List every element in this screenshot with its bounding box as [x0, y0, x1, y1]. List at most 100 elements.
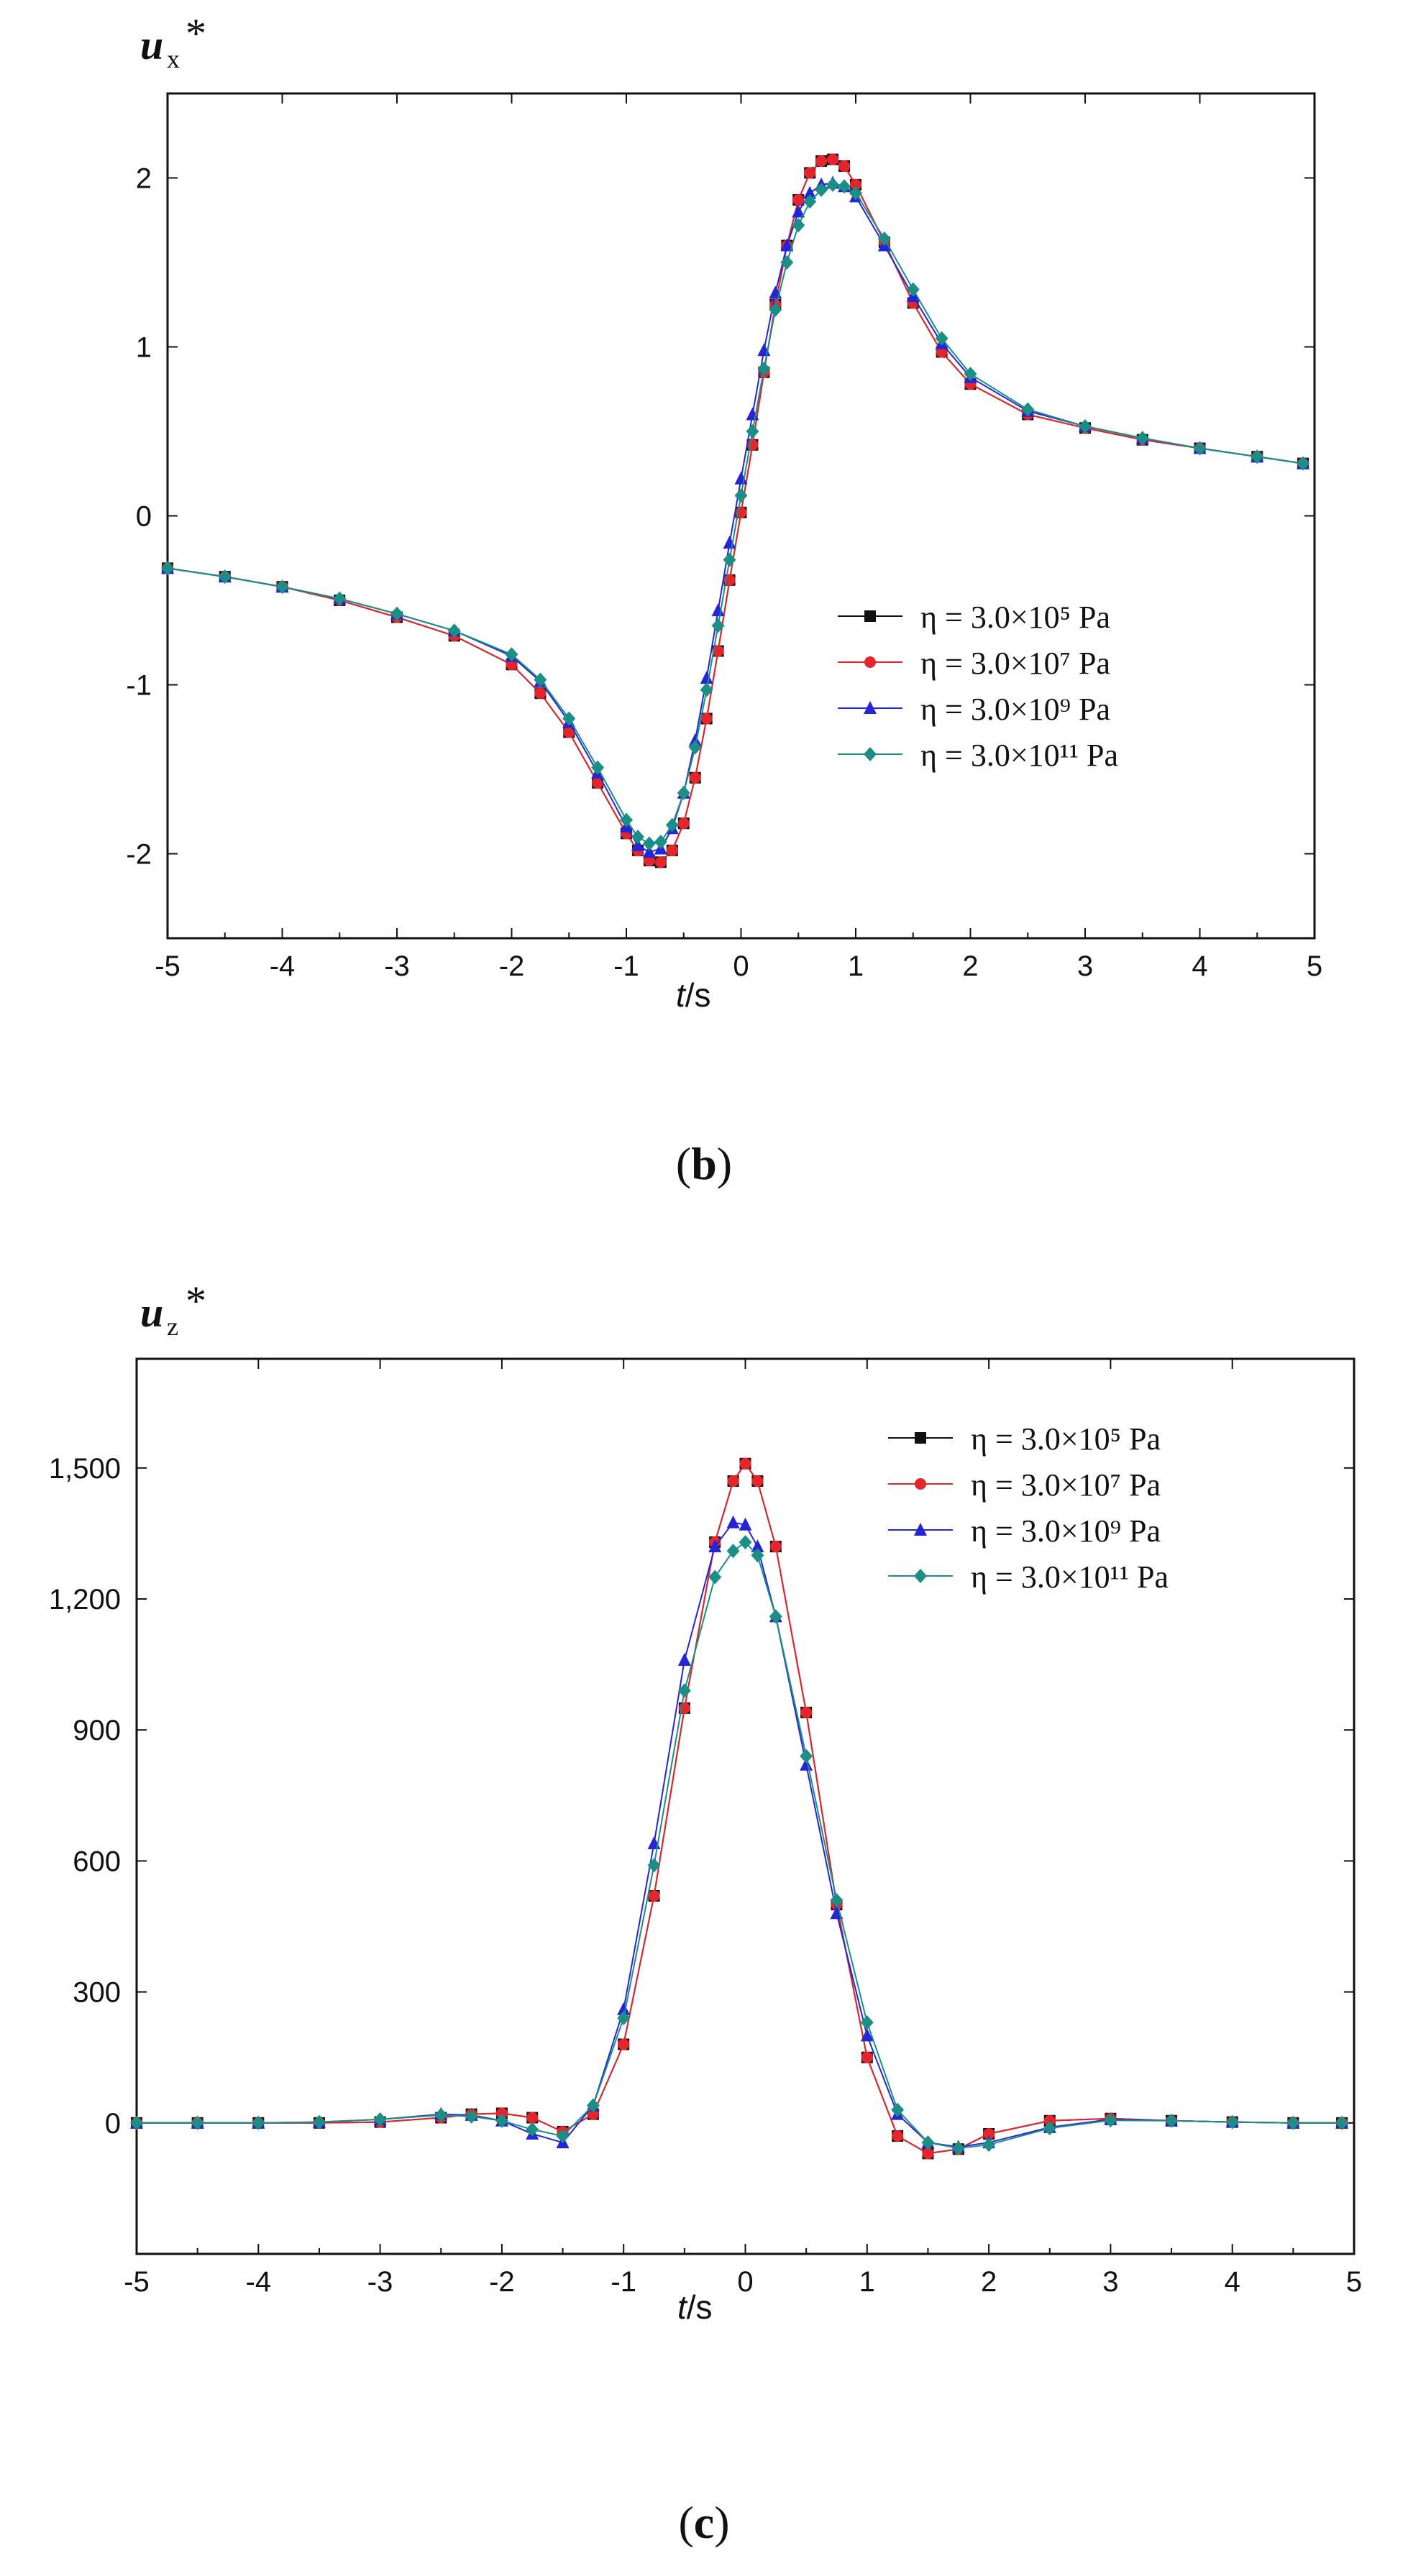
chart-b-series-4-point: [803, 194, 817, 209]
chart-c-xtick-label: -4: [246, 2266, 272, 2298]
chart-c-series-4-point: [373, 2112, 387, 2127]
chart-b-legend-item: η = 3.0×10⁹ Pa: [838, 692, 1110, 727]
chart-c-xlabel: t/s: [677, 2288, 713, 2326]
chart-c-ytick-label: 1,200: [49, 1584, 121, 1615]
chart-b-series-4-point: [964, 367, 977, 382]
chart-c-legend: η = 3.0×10⁵ Pa η = 3.0×10⁷ Pa η = 3.0×10⁹ …: [888, 1421, 1169, 1595]
chart-c-series-4-point: [982, 2137, 996, 2153]
chart-b-legend: η = 3.0×10⁵ Pa η = 3.0×10⁷ Pa η = 3.0×10⁹ …: [838, 600, 1118, 773]
chart-b-ytick-label: 1: [136, 332, 152, 364]
chart-b-series-4-point: [161, 561, 174, 576]
chart-c-xtick-label: 4: [1225, 2266, 1240, 2298]
chart-c-xtick-label: 2: [981, 2266, 997, 2298]
chart-b-series-4-point: [534, 672, 547, 687]
chart-b-series-4-point: [1021, 402, 1035, 417]
chart-b-series-4-point: [849, 185, 862, 201]
chart-c-series-3-point: [739, 1517, 752, 1531]
chart-c-series-3-point: [726, 1515, 740, 1528]
chart-c-xtick-label: -1: [611, 2266, 636, 2298]
chart-b-series-4-point: [769, 302, 782, 317]
chart-c-series-3-point: [708, 1539, 722, 1553]
chart-c-xtick-label: 1: [859, 2266, 875, 2298]
chart-b-ytick-label: -2: [126, 839, 152, 871]
chart-c-series-4-point: [921, 2135, 935, 2150]
chart-b-series-3-point: [642, 845, 656, 858]
chart-b-xtick-label: 0: [733, 950, 749, 982]
chart-c-series-4-point: [1104, 2113, 1117, 2128]
chart-b-legend-item: η = 3.0×10¹¹ Pa: [838, 738, 1118, 773]
chart-c-series-4-point: [769, 1609, 782, 1624]
chart-c-legend-label: η = 3.0×10⁹ Pa: [971, 1513, 1161, 1549]
chart-c-series-4-line: [137, 1541, 1343, 2150]
chart-b-xtick-label: 2: [962, 950, 978, 982]
chart-c-series-4: [130, 1535, 1349, 2156]
chart-c-series-4-point: [751, 1548, 764, 1563]
chart-b-legend-label: η = 3.0×10⁹ Pa: [920, 692, 1110, 727]
chart-b-series-4-point: [700, 682, 713, 697]
chart-c-series-2-point: [526, 2112, 539, 2124]
chart-b-series-3-point: [803, 185, 817, 199]
chart-b-xtick-label: -3: [384, 950, 410, 982]
chart-c-ytick-label: 0: [105, 2108, 121, 2140]
chart-b-series-4-point: [746, 424, 759, 439]
chart-b-legend-marker: [864, 610, 876, 622]
chart-b-series-2-point: [838, 160, 851, 173]
chart-c-legend-label: η = 3.0×10⁷ Pa: [971, 1467, 1161, 1503]
chart-c-series-2-point: [769, 1541, 782, 1553]
chart-c-xtick-label: 3: [1102, 2266, 1118, 2298]
chart-b-series-4-point: [792, 218, 805, 233]
chart-c-series-4-point: [1225, 2114, 1239, 2130]
chart-b-series-4-point: [562, 711, 576, 726]
chart-b-series-4-point: [838, 179, 851, 194]
chart-b-series-2-point: [677, 817, 690, 830]
chart-b-series-2-point: [563, 726, 575, 738]
chart-b-ytick-label: 0: [136, 501, 152, 533]
chart-c-legend-marker: [914, 1523, 927, 1536]
chart-c-ytick-label: 600: [73, 1846, 121, 1877]
chart-b-series-4-point: [723, 552, 736, 567]
chart-c-ytick-label: 300: [73, 1977, 121, 2009]
chart-b-ylabel-main: u: [140, 22, 163, 68]
chart-c-series-3-point: [860, 2028, 874, 2042]
chart-c-series-4-point: [312, 2114, 326, 2130]
chart-c-series-4-point: [647, 1858, 661, 1873]
chart-b-legend-label: η = 3.0×10⁵ Pa: [920, 600, 1110, 635]
chart-c-series-4-point: [739, 1535, 752, 1550]
chart-c-xtick-label: -3: [367, 2266, 393, 2298]
chart-c-series-3-point: [751, 1539, 764, 1553]
chart-b-series-4-point: [333, 591, 347, 606]
chart-c-series-4-point: [130, 2115, 143, 2130]
chart-b-series-2-point: [534, 687, 547, 700]
chart-b-series-3-point: [792, 204, 805, 218]
chart-c-series-3-point: [617, 2002, 631, 2015]
chart-c-series-4-point: [951, 2141, 965, 2156]
chart-b-series-4-point: [591, 760, 605, 775]
chart-c-series-4-point: [434, 2107, 448, 2122]
chart-b-xtick-label: -4: [270, 950, 296, 982]
chart-c-series-2-point: [751, 1475, 764, 1488]
chart-c-series-2-point: [648, 1890, 660, 1902]
chart-b-xtick-label: -1: [613, 950, 639, 982]
chart-b: u x * -5 -4 -3 -2 -1 0 1 2 3 4 5 -2 -1 0 1 2 t/s η = 3.…: [126, 10, 1322, 1189]
chart-c-series-2-point: [983, 2127, 995, 2140]
chart-c-xtick-label: 5: [1346, 2266, 1362, 2298]
chart-b-series-4-point: [734, 488, 748, 503]
chart-b-series-4-point: [757, 362, 771, 377]
chart-c-series-2-point: [800, 1706, 813, 1718]
chart-b-series-4-point: [906, 282, 920, 297]
chart-b-series-4-point: [620, 812, 633, 828]
chart-c-series-4-point: [252, 2115, 265, 2130]
chart-c-legend-item: η = 3.0×10¹¹ Pa: [888, 1559, 1169, 1595]
chart-c: u z * -5 -4 -3 -2 -1 0 1 2 3 4 5 0 300 600 900 1,200 1,5…: [49, 1278, 1362, 2548]
chart-c-series-2-point: [495, 2107, 508, 2119]
chart-b-series-4-point: [1079, 418, 1092, 434]
chart-c-series-4-point: [556, 2129, 570, 2144]
chart-c-legend-marker: [915, 1478, 926, 1490]
chart-c-series-2-point: [618, 2038, 630, 2050]
chart-c-legend-marker: [914, 1569, 927, 1583]
chart-c-legend-item: η = 3.0×10⁷ Pa: [888, 1467, 1161, 1503]
chart-c-series-4-point: [726, 1544, 740, 1559]
chart-b-legend-label: η = 3.0×10¹¹ Pa: [920, 738, 1118, 773]
chart-b-series-2-point: [804, 167, 816, 179]
